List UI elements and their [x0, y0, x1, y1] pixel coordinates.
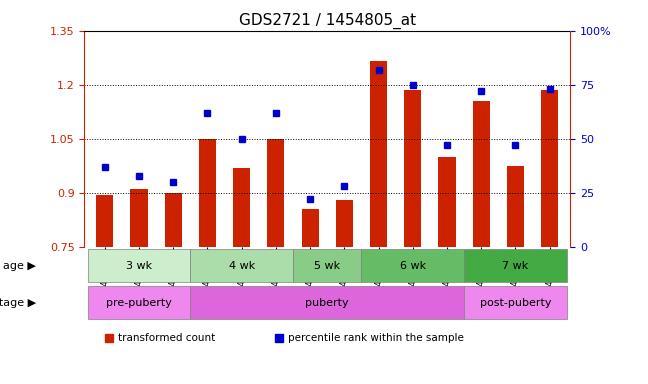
Bar [233, 168, 250, 247]
Text: 6 wk: 6 wk [400, 261, 426, 271]
Text: percentile rank within the sample: percentile rank within the sample [288, 333, 464, 343]
Text: post-puberty: post-puberty [480, 298, 551, 308]
FancyBboxPatch shape [464, 286, 567, 319]
FancyBboxPatch shape [191, 249, 293, 282]
Bar [199, 139, 216, 247]
Bar [541, 90, 559, 247]
FancyBboxPatch shape [362, 249, 464, 282]
Title: GDS2721 / 1454805_at: GDS2721 / 1454805_at [238, 13, 416, 29]
Bar [268, 139, 284, 247]
Bar [130, 189, 148, 247]
Text: transformed count: transformed count [119, 333, 216, 343]
Text: pre-puberty: pre-puberty [106, 298, 172, 308]
Bar [165, 193, 182, 247]
Text: 5 wk: 5 wk [314, 261, 340, 271]
FancyBboxPatch shape [87, 286, 191, 319]
Bar [439, 157, 456, 247]
Text: 3 wk: 3 wk [126, 261, 152, 271]
Bar [336, 200, 353, 247]
Text: 4 wk: 4 wk [229, 261, 255, 271]
Bar [507, 166, 524, 247]
Bar [472, 101, 490, 247]
Bar [301, 209, 319, 247]
Bar [96, 195, 113, 247]
Text: puberty: puberty [305, 298, 349, 308]
FancyBboxPatch shape [87, 249, 191, 282]
FancyBboxPatch shape [464, 249, 567, 282]
Text: 7 wk: 7 wk [502, 261, 529, 271]
Text: development stage ▶: development stage ▶ [0, 298, 36, 308]
FancyBboxPatch shape [293, 249, 362, 282]
Bar [404, 90, 421, 247]
FancyBboxPatch shape [191, 286, 464, 319]
Text: age ▶: age ▶ [3, 261, 36, 271]
Bar [370, 61, 387, 247]
